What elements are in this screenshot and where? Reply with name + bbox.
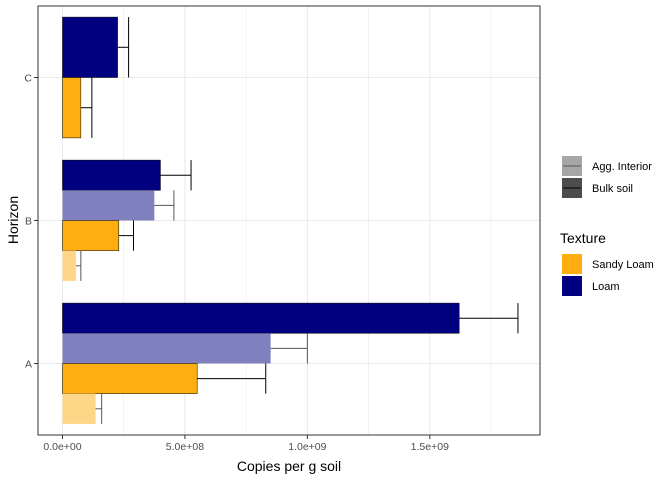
y-tick-label: C	[24, 73, 32, 85]
bars	[62, 16, 460, 424]
error-bars	[75, 17, 519, 424]
legend-texture: Texture Sandy Loam Loam	[560, 230, 654, 296]
bar-C-loam-bulk-soil	[62, 16, 118, 78]
legend-texture-item: Loam	[562, 276, 620, 296]
legend-sample: Agg. Interior Bulk soil	[562, 156, 652, 198]
y-axis: A B C	[24, 73, 38, 371]
bar-A-loam-bulk-soil	[62, 302, 460, 334]
y-tick-label: A	[25, 359, 32, 371]
bar-A-sandy-loam-agg-interior	[62, 393, 96, 424]
x-axis: 0.0e+00 5.0e+08 1.0e+09 1.5e+09	[43, 435, 449, 453]
bar-B-loam-bulk-soil	[62, 159, 161, 191]
legend-sample-item: Bulk soil	[562, 178, 633, 198]
bar-B-sandy-loam-bulk-soil	[62, 220, 120, 251]
legend-texture-label: Sandy Loam	[592, 259, 654, 271]
bar-A-loam-agg-interior	[62, 333, 271, 364]
legend-texture-key	[562, 254, 582, 274]
x-axis-title: Copies per g soil	[237, 458, 341, 474]
bar-C-sandy-loam-bulk-soil	[62, 77, 82, 139]
legend-texture-key	[562, 276, 582, 296]
y-axis-title: Horizon	[5, 196, 21, 244]
legend-texture-title: Texture	[560, 230, 606, 246]
x-tick-label: 0.0e+00	[43, 441, 81, 453]
x-tick-label: 1.0e+09	[288, 441, 326, 453]
legend-sample-label: Agg. Interior	[592, 161, 652, 173]
legend-texture-label: Loam	[592, 281, 620, 293]
bar-B-sandy-loam-agg-interior	[62, 250, 76, 281]
x-tick-label: 1.5e+09	[411, 441, 449, 453]
bar-A-sandy-loam-bulk-soil	[62, 363, 198, 394]
legend-sample-item: Agg. Interior	[562, 156, 652, 176]
legend-texture-item: Sandy Loam	[562, 254, 654, 274]
legend-sample-label: Bulk soil	[592, 183, 633, 195]
y-tick-label: B	[25, 216, 32, 228]
x-tick-label: 5.0e+08	[166, 441, 204, 453]
bar-B-loam-agg-interior	[62, 190, 155, 221]
